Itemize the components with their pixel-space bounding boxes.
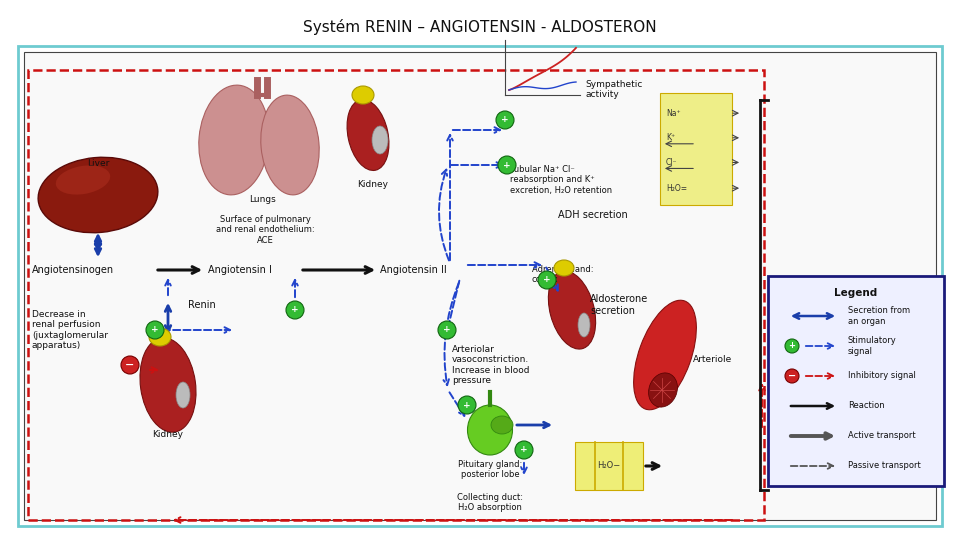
Circle shape <box>785 339 799 353</box>
Text: +: + <box>151 326 158 334</box>
Text: +: + <box>444 326 451 334</box>
Text: Na⁺: Na⁺ <box>666 109 681 118</box>
Text: Pituitary gland:
posterior lobe: Pituitary gland: posterior lobe <box>458 460 522 480</box>
Text: Reaction: Reaction <box>848 402 884 410</box>
Bar <box>660 93 732 205</box>
Text: Aldosterone
secretion: Aldosterone secretion <box>590 294 648 316</box>
Text: +: + <box>503 160 511 170</box>
Ellipse shape <box>348 99 389 171</box>
FancyBboxPatch shape <box>768 276 944 486</box>
Text: Liver: Liver <box>86 159 109 168</box>
Bar <box>575 442 643 490</box>
Circle shape <box>496 111 514 129</box>
Text: +: + <box>520 446 528 455</box>
Ellipse shape <box>372 126 388 154</box>
Circle shape <box>146 321 164 339</box>
Text: ADH secretion: ADH secretion <box>558 210 628 220</box>
Text: +: + <box>463 401 470 409</box>
Text: Angiotensin II: Angiotensin II <box>380 265 446 275</box>
Text: Cl⁻: Cl⁻ <box>666 158 678 167</box>
Ellipse shape <box>149 328 171 346</box>
Text: −: − <box>788 371 796 381</box>
Text: +: + <box>543 275 551 285</box>
Text: K⁺: K⁺ <box>666 133 675 143</box>
Ellipse shape <box>56 165 110 194</box>
Circle shape <box>538 271 556 289</box>
Text: Adrenal gland:
cortex: Adrenal gland: cortex <box>532 265 593 285</box>
Ellipse shape <box>140 338 196 432</box>
Ellipse shape <box>554 260 574 276</box>
Text: +: + <box>788 341 796 350</box>
Bar <box>28 70 764 520</box>
Text: Lungs: Lungs <box>249 195 276 204</box>
Text: Renin: Renin <box>188 300 216 310</box>
Text: Decrease in
renal perfusion
(juxtaglomerular
apparatus): Decrease in renal perfusion (juxtaglomer… <box>32 310 108 350</box>
Ellipse shape <box>634 300 696 410</box>
Ellipse shape <box>578 313 590 337</box>
Circle shape <box>438 321 456 339</box>
Text: Systém RENIN – ANGIOTENSIN - ALDOSTERON: Systém RENIN – ANGIOTENSIN - ALDOSTERON <box>303 19 657 35</box>
Text: Inhibitory signal: Inhibitory signal <box>848 372 916 381</box>
Text: Active transport: Active transport <box>848 431 916 441</box>
Ellipse shape <box>548 271 595 349</box>
Text: Surface of pulmonary
and renal endothelium:
ACE: Surface of pulmonary and renal endotheli… <box>216 215 314 245</box>
Bar <box>18 46 942 526</box>
Ellipse shape <box>199 85 269 195</box>
Ellipse shape <box>491 416 513 434</box>
Text: Passive transport: Passive transport <box>848 462 921 470</box>
Text: +: + <box>291 306 299 314</box>
Circle shape <box>515 441 533 459</box>
Text: Arteriole: Arteriole <box>693 355 732 364</box>
Circle shape <box>785 369 799 383</box>
Ellipse shape <box>261 95 320 195</box>
Text: H₂O=: H₂O= <box>666 184 687 193</box>
Text: Angiotensinogen: Angiotensinogen <box>32 265 114 275</box>
Circle shape <box>498 156 516 174</box>
Ellipse shape <box>468 405 513 455</box>
Circle shape <box>286 301 304 319</box>
Ellipse shape <box>176 382 190 408</box>
Text: Kidney: Kidney <box>153 430 183 439</box>
Text: Kidney: Kidney <box>357 180 389 189</box>
Text: Collecting duct:
H₂O absorption: Collecting duct: H₂O absorption <box>457 493 523 512</box>
Ellipse shape <box>649 373 678 407</box>
Text: +: + <box>501 116 509 125</box>
Circle shape <box>458 396 476 414</box>
Text: Legend: Legend <box>834 288 877 298</box>
Text: Tubular Na⁺ Cl⁻
reabsorption and K⁺
excretion, H₂O retention: Tubular Na⁺ Cl⁻ reabsorption and K⁺ excr… <box>510 165 612 195</box>
Text: Water and salt
retention. Effective
circulating volume
increases. Perfusion
of t: Water and salt retention. Effective circ… <box>775 295 908 363</box>
Text: Arteriolar
vasoconstriction.
Increase in blood
pressure: Arteriolar vasoconstriction. Increase in… <box>452 345 530 385</box>
Ellipse shape <box>352 86 374 104</box>
Text: −: − <box>126 360 134 370</box>
Text: Stimulatory
signal: Stimulatory signal <box>848 336 897 356</box>
Circle shape <box>121 356 139 374</box>
Text: Angiotensin I: Angiotensin I <box>208 265 272 275</box>
Bar <box>24 52 936 520</box>
Ellipse shape <box>38 157 157 233</box>
Text: © Aria Rad - 2006: © Aria Rad - 2006 <box>937 398 943 462</box>
Text: Secretion from
an organ: Secretion from an organ <box>848 306 910 326</box>
Text: Sympathetic
activity: Sympathetic activity <box>585 80 642 99</box>
Text: H₂O−: H₂O− <box>597 462 620 470</box>
